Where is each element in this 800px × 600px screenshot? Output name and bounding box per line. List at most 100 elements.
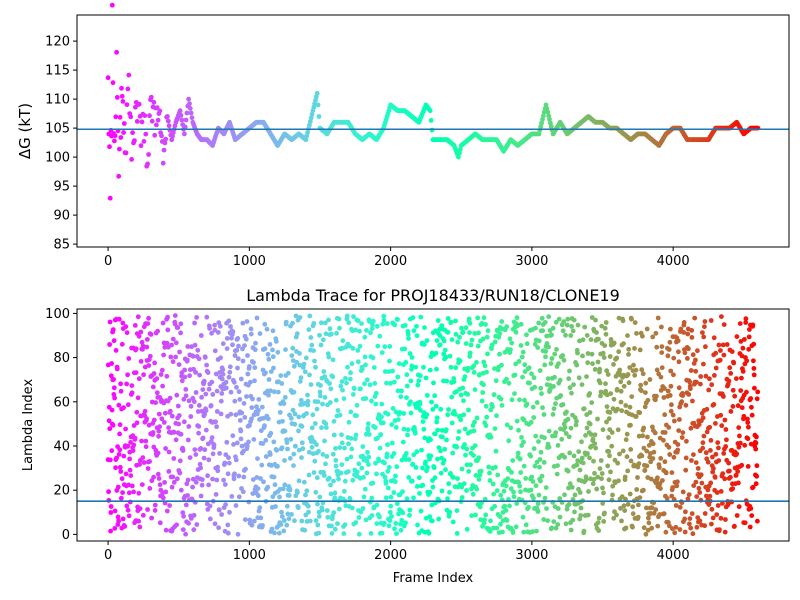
lambda-data-point — [251, 360, 256, 365]
dg-data-point — [114, 49, 119, 55]
lambda-data-point — [289, 353, 295, 358]
lambda-data-point — [303, 355, 309, 361]
lambda-data-point — [413, 465, 419, 470]
lambda-data-point — [313, 518, 319, 523]
lambda-data-point — [428, 437, 433, 443]
lambda-data-point — [388, 503, 394, 509]
lambda-data-point — [673, 503, 679, 508]
lambda-data-point — [561, 319, 567, 325]
lambda-data-point — [671, 454, 677, 460]
lambda-data-point — [678, 326, 684, 332]
lambda-data-point — [478, 517, 484, 523]
lambda-data-point — [546, 444, 552, 450]
lambda-data-point — [602, 325, 608, 331]
lambda-data-point — [201, 455, 207, 461]
lambda-data-point — [730, 404, 736, 409]
lambda-data-point — [515, 323, 520, 329]
lambda-data-point — [690, 352, 696, 358]
lambda-data-point — [344, 313, 350, 319]
dg-data-point — [142, 113, 148, 118]
lambda-data-point — [220, 371, 226, 377]
lambda-data-point — [604, 404, 610, 409]
lambda-data-point — [154, 376, 160, 381]
lambda-data-point — [703, 450, 709, 456]
lambda-data-point — [651, 510, 657, 516]
lambda-data-point — [262, 346, 268, 352]
lambda-data-point — [640, 433, 646, 439]
lambda-data-point — [232, 353, 238, 358]
lambda-data-point — [385, 485, 391, 491]
lambda-data-point — [188, 516, 194, 521]
lambda-data-point — [248, 331, 254, 337]
lambda-data-point — [351, 386, 357, 392]
lambda-data-point — [643, 531, 649, 537]
lambda-data-point — [392, 526, 397, 532]
lambda-data-point — [229, 494, 235, 499]
lambda-data-point — [417, 401, 423, 407]
lambda-data-point — [592, 441, 598, 446]
lambda-data-point — [644, 326, 650, 332]
lambda-data-point — [753, 446, 759, 452]
lambda-data-point — [740, 345, 746, 351]
lambda-panel: Lambda Trace for PROJ18433/RUN18/CLONE19… — [21, 286, 790, 586]
lambda-data-point — [614, 386, 620, 392]
lambda-data-point — [358, 386, 363, 392]
lambda-data-point — [142, 408, 148, 414]
lambda-data-point — [619, 494, 625, 500]
lambda-data-point — [438, 406, 444, 412]
lambda-data-point — [746, 424, 751, 430]
lambda-data-point — [389, 422, 395, 427]
lambda-data-point — [415, 382, 421, 388]
lambda-data-point — [709, 506, 715, 512]
lambda-data-point — [107, 457, 113, 463]
lambda-data-point — [381, 520, 387, 526]
lambda-data-point — [702, 319, 708, 324]
lambda-data-point — [328, 331, 334, 337]
lambda-data-point — [346, 419, 352, 425]
dg-data-point — [547, 117, 552, 122]
lambda-data-point — [628, 458, 634, 464]
lambda-data-point — [739, 405, 745, 411]
lambda-data-point — [231, 379, 237, 385]
dg-data-point — [541, 109, 547, 115]
lambda-data-point — [405, 432, 410, 438]
lambda-data-point — [659, 344, 665, 349]
lambda-data-point — [716, 342, 722, 348]
lambda-data-point — [579, 455, 585, 461]
lambda-data-point — [265, 416, 271, 422]
lambda-data-point — [492, 366, 497, 371]
lambda-data-point — [448, 319, 454, 325]
lambda-data-point — [164, 508, 170, 514]
lambda-data-point — [199, 394, 205, 400]
lambda-data-point — [423, 459, 428, 465]
dg-y-tick-label: 110 — [45, 93, 70, 108]
lambda-data-point — [659, 324, 664, 330]
lambda-data-point — [366, 432, 372, 437]
lambda-data-point — [718, 489, 724, 494]
lambda-data-point — [143, 438, 149, 444]
lambda-data-point — [296, 478, 302, 484]
lambda-data-point — [369, 513, 375, 518]
lambda-data-point — [510, 530, 516, 535]
lambda-data-point — [458, 417, 464, 423]
lambda-data-point — [245, 353, 250, 358]
lambda-data-point — [543, 349, 549, 354]
lambda-data-point — [294, 331, 300, 337]
lambda-data-point — [564, 409, 569, 415]
dg-data-point — [165, 114, 170, 119]
lambda-data-point — [641, 445, 647, 451]
lambda-data-point — [434, 366, 439, 372]
lambda-data-point — [472, 331, 478, 336]
lambda-data-point — [311, 348, 316, 353]
lambda-data-point — [336, 316, 342, 322]
lambda-data-point — [655, 523, 661, 529]
lambda-data-point — [492, 339, 498, 345]
lambda-data-point — [129, 390, 135, 396]
lambda-data-point — [233, 412, 239, 418]
lambda-data-point — [552, 374, 557, 380]
lambda-data-point — [123, 471, 129, 477]
lambda-data-point — [279, 445, 285, 451]
dg-data-point — [123, 150, 129, 156]
lambda-data-point — [228, 411, 234, 417]
